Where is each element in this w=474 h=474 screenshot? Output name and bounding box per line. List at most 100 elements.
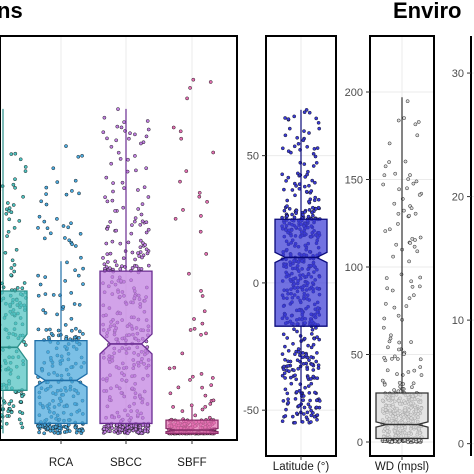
water-depth-point	[381, 182, 386, 187]
water-depth-point	[417, 193, 422, 197]
latitude-point	[310, 210, 314, 215]
box-sbcc-point	[105, 199, 110, 204]
water-depth-point	[396, 222, 400, 226]
box-sbff-point	[173, 216, 178, 221]
water-depth-point	[382, 382, 387, 387]
water-depth-point	[413, 211, 418, 216]
box-sbcc-point	[134, 168, 138, 173]
latitude-point	[282, 371, 287, 376]
box-sbcc-point	[128, 131, 132, 136]
latitude-point	[311, 374, 316, 379]
latitude-point	[301, 138, 306, 143]
box-first-point	[20, 286, 25, 291]
box-sbff-point	[176, 385, 181, 390]
water-depth-box	[375, 392, 429, 440]
latitude-point	[285, 391, 290, 396]
box-first-point	[9, 273, 13, 277]
left-x-tick-label: RCA	[49, 457, 74, 469]
box-first-point	[14, 247, 19, 252]
box-sbff-box	[165, 419, 219, 435]
latitude-point	[283, 133, 288, 138]
box-sbcc-point	[105, 252, 110, 256]
water-depth-point	[392, 388, 396, 392]
water-depth-point	[408, 241, 413, 245]
box-rca-point	[55, 428, 60, 433]
box-sbcc-point	[120, 264, 124, 269]
box-rca-point	[51, 166, 56, 171]
latitude-panel: -50 0 50 Latitude (°)	[243, 35, 337, 473]
box-sbcc-point	[105, 260, 110, 264]
box-sbcc-point	[108, 251, 113, 256]
water-depth-point	[407, 296, 412, 301]
box-sbcc-point	[136, 430, 141, 435]
box-first-point	[12, 263, 17, 267]
latitude-point	[286, 117, 291, 121]
water-depth-point	[406, 177, 411, 181]
box-sbff-point	[193, 413, 198, 418]
box-rca-point	[77, 191, 81, 196]
latitude-point	[302, 184, 307, 189]
box-sbcc-point	[108, 219, 113, 224]
latitude-point	[314, 160, 319, 165]
box-sbff-point	[192, 326, 197, 331]
water-depth-point	[418, 365, 423, 369]
latitude-point	[315, 146, 320, 150]
box-rca-point	[77, 335, 81, 340]
box-sbff-point	[180, 409, 185, 413]
water-depth-point	[397, 340, 402, 345]
latitude-point	[315, 376, 320, 381]
box-sbcc-point	[133, 154, 137, 158]
box-rca-point	[78, 231, 83, 236]
latitude-point	[310, 205, 315, 210]
box-rca-point	[65, 260, 69, 265]
box-sbff-point	[210, 376, 215, 380]
latitude-point	[311, 164, 316, 168]
box-sbff-point	[185, 96, 189, 101]
box-rca-point	[69, 328, 74, 333]
box-rca-point	[55, 312, 59, 317]
latitude-point	[309, 189, 314, 193]
latitude-point	[280, 373, 285, 378]
left-panel-border	[0, 35, 238, 441]
latitude-point	[297, 403, 301, 408]
latitude-point	[301, 351, 305, 355]
latitude-axis-label: Latitude (°)	[273, 461, 330, 473]
water-depth-point	[413, 122, 418, 127]
box-sbcc-point	[140, 219, 145, 224]
water-depth-panel: 0 50 100 150 200 WD (mpsl)	[345, 35, 435, 473]
box-first-point	[13, 185, 17, 190]
box-sbcc-point	[136, 207, 141, 211]
box-first-point	[4, 421, 9, 426]
latitude-point	[304, 189, 309, 194]
water-depth-group	[375, 97, 429, 444]
box-rca-point	[42, 219, 47, 224]
latitude-point	[293, 352, 297, 357]
left-marks	[0, 77, 219, 436]
latitude-point	[308, 398, 312, 403]
water-depth-point	[403, 159, 408, 164]
box-sbcc-point	[134, 264, 139, 269]
box-rca-point	[41, 308, 46, 312]
latitude-point	[311, 368, 316, 372]
water-depth-point	[396, 313, 401, 318]
box-rca-point	[64, 144, 68, 148]
box-first-point	[6, 229, 11, 234]
box-sbcc-point	[121, 205, 126, 210]
latitude-point	[280, 419, 285, 424]
box-rca-point	[79, 255, 83, 260]
latitude-marks	[274, 108, 328, 425]
right-panel-title: Enviro	[393, 0, 461, 23]
latitude-point	[280, 172, 285, 177]
latitude-point	[305, 367, 310, 372]
box-sbcc-point	[114, 228, 119, 233]
latitude-point	[307, 391, 312, 395]
latitude-point	[288, 375, 293, 380]
water-depth-point	[382, 355, 387, 360]
box-sbff-group	[165, 77, 219, 436]
water-depth-point	[395, 357, 400, 361]
box-first-point	[18, 157, 23, 162]
box-rca-point	[44, 328, 49, 332]
box-rca-point	[42, 236, 47, 241]
box-sbff-point	[188, 86, 192, 90]
